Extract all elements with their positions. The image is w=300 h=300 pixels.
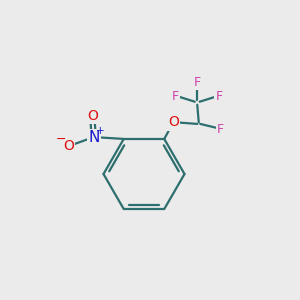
Text: F: F — [215, 90, 222, 104]
Text: −: − — [56, 132, 66, 146]
Text: O: O — [63, 140, 74, 153]
Text: N: N — [88, 130, 99, 145]
Text: F: F — [194, 76, 201, 89]
Text: O: O — [168, 116, 179, 129]
Text: O: O — [87, 109, 98, 123]
Text: F: F — [172, 90, 179, 104]
Text: F: F — [217, 123, 224, 136]
Text: +: + — [96, 126, 105, 136]
